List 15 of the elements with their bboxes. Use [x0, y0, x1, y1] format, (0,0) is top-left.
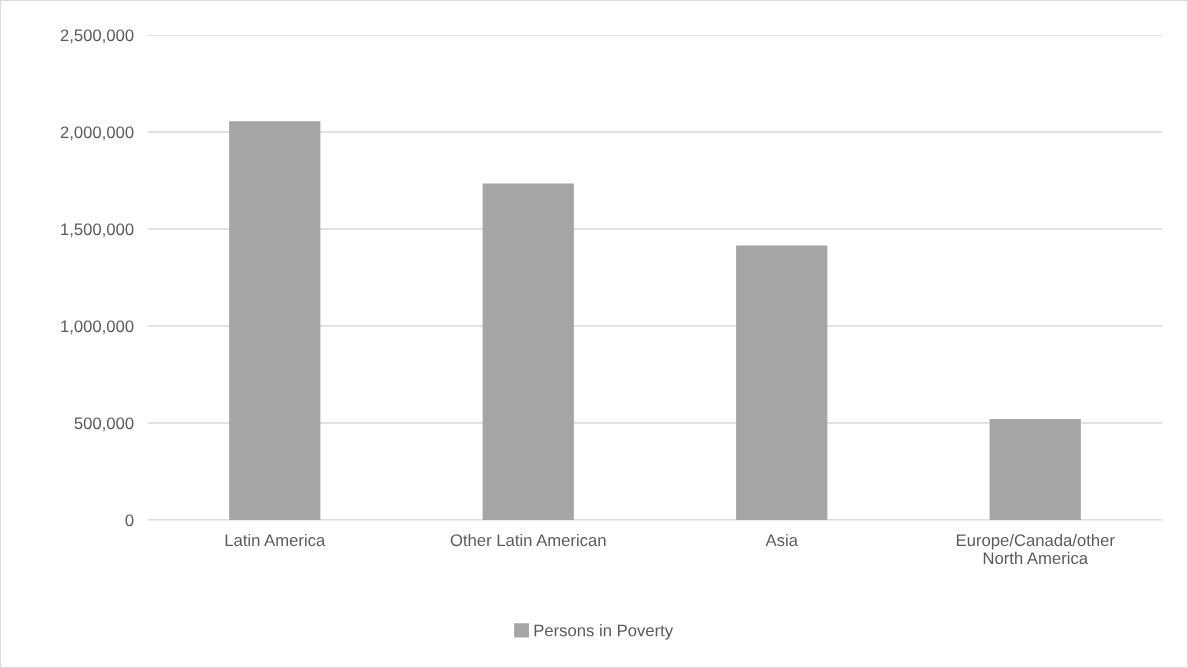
y-tick-label: 1,500,000: [61, 223, 134, 238]
legend-label: Persons in Poverty: [534, 624, 674, 640]
x-tick-label: Europe/Canada/other North America: [956, 533, 1115, 565]
bar: [989, 419, 1081, 520]
x-tick-label: Other Latin American: [450, 533, 606, 547]
y-tick-label: 2,000,000: [60, 126, 134, 141]
y-tick-label: 0: [125, 514, 134, 527]
bar: [229, 121, 321, 520]
y-tick-label: 500,000: [74, 417, 134, 432]
y-tick-label: 2,500,000: [60, 29, 134, 44]
y-tick-label: 1,000,000: [61, 320, 134, 335]
bar: [736, 245, 828, 520]
x-tick-label: Latin America: [225, 533, 326, 547]
bar: [482, 183, 574, 520]
x-tick-label: Asia: [765, 533, 798, 547]
